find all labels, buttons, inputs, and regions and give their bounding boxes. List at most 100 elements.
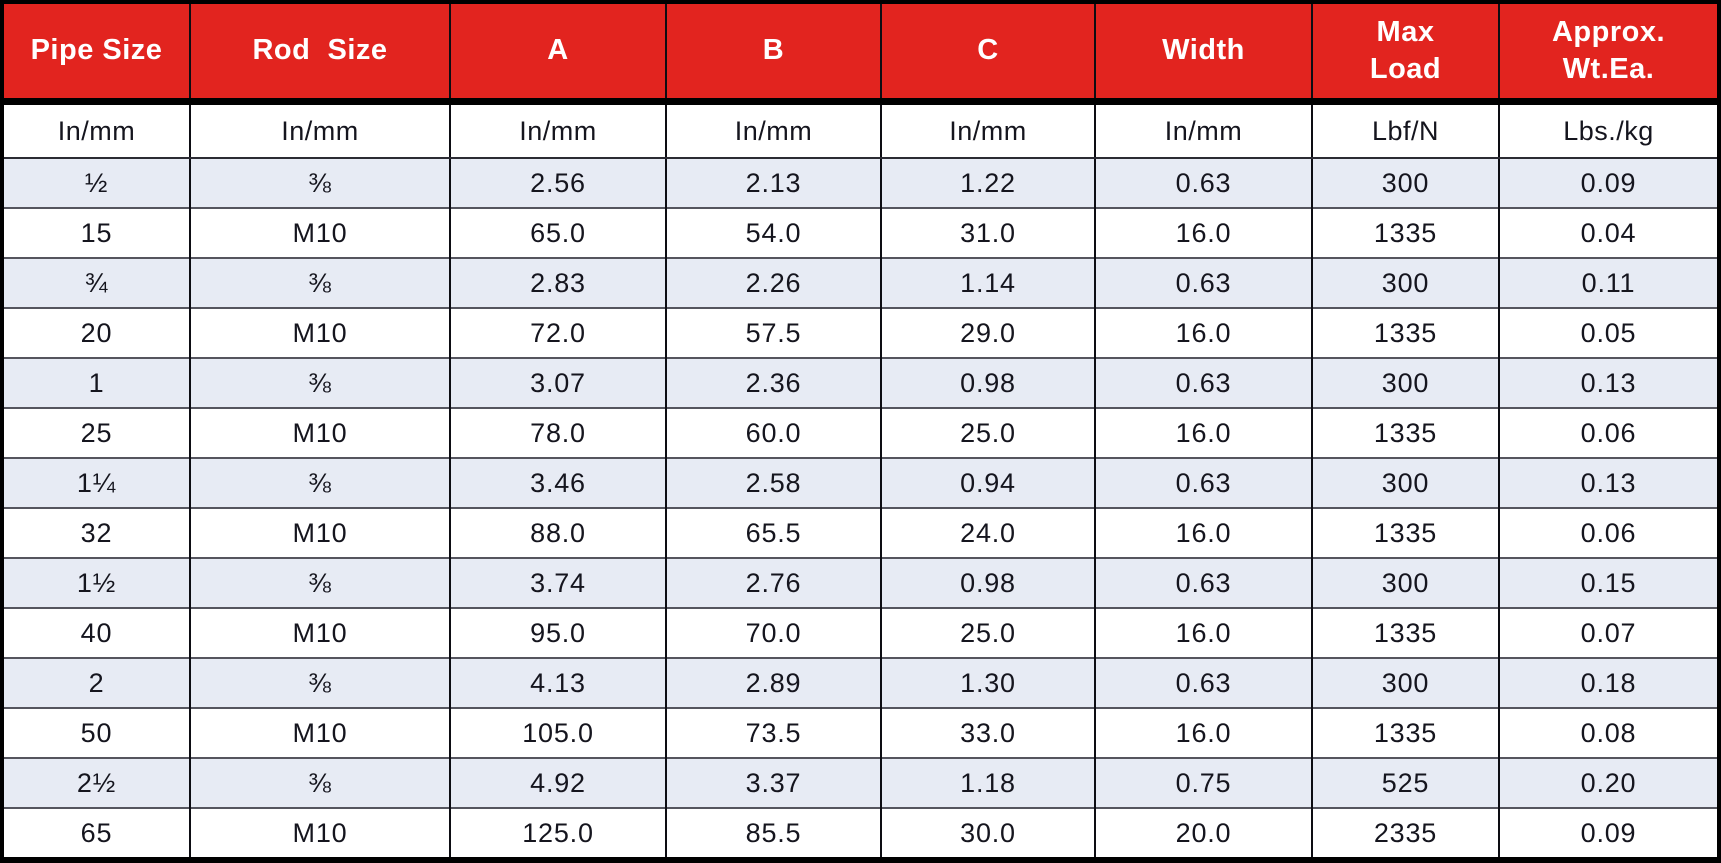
table-cell: 85.5 <box>665 807 881 860</box>
table-cell: 20.0 <box>1094 807 1312 860</box>
table-row: 25 M10 78.0 60.0 25.0 16.0 1335 0.06 <box>2 407 1719 458</box>
table-row: 32 M10 88.0 65.5 24.0 16.0 1335 0.06 <box>2 507 1719 558</box>
table-cell: 2 <box>2 657 190 708</box>
table-row: 1¼ ⅜ 3.46 2.58 0.94 0.63 300 0.13 <box>2 457 1719 508</box>
table-cell: 1¼ <box>2 457 190 508</box>
table-cell: 0.63 <box>1094 257 1312 308</box>
table-cell: 125.0 <box>449 807 666 860</box>
table-row: 65 M10 125.0 85.5 30.0 20.0 2335 0.09 <box>2 807 1719 860</box>
table-row: 1½ ⅜ 3.74 2.76 0.98 0.63 300 0.15 <box>2 557 1719 608</box>
column-header-width: Width <box>1094 2 1312 105</box>
column-header-pipe-size: Pipe Size <box>2 2 190 105</box>
table-cell: 16.0 <box>1094 407 1312 458</box>
table-cell: 33.0 <box>880 707 1095 758</box>
table-cell: M10 <box>189 207 450 258</box>
table-row: ¾ ⅜ 2.83 2.26 1.14 0.63 300 0.11 <box>2 257 1719 308</box>
table-cell: 300 <box>1311 657 1499 708</box>
table-row: 40 M10 95.0 70.0 25.0 16.0 1335 0.07 <box>2 607 1719 658</box>
table-cell: M10 <box>189 707 450 758</box>
unit-cell-a: In/mm <box>449 101 666 159</box>
table-cell: 1335 <box>1311 507 1499 558</box>
table-cell: 54.0 <box>665 207 881 258</box>
table-cell: 88.0 <box>449 507 666 558</box>
unit-cell-rod-size: In/mm <box>189 101 450 159</box>
table-cell: 4.13 <box>449 657 666 708</box>
table-cell: 0.15 <box>1498 557 1719 608</box>
table-cell: 0.98 <box>880 557 1095 608</box>
table-cell: 16.0 <box>1094 307 1312 358</box>
table-cell: M10 <box>189 307 450 358</box>
table-cell: ¾ <box>2 257 190 308</box>
table-cell: 1335 <box>1311 407 1499 458</box>
table-cell: 2335 <box>1311 807 1499 860</box>
table-cell: 1½ <box>2 557 190 608</box>
table-cell: ⅜ <box>189 357 450 408</box>
table-cell: 60.0 <box>665 407 881 458</box>
table-cell: 2.58 <box>665 457 881 508</box>
column-header-max-load: Max Load <box>1311 2 1499 105</box>
table-cell: 40 <box>2 607 190 658</box>
table-cell: 1335 <box>1311 307 1499 358</box>
table-cell: 25 <box>2 407 190 458</box>
table-cell: 0.20 <box>1498 757 1719 808</box>
table-cell: 50 <box>2 707 190 758</box>
table-cell: 16.0 <box>1094 607 1312 658</box>
table-cell: 31.0 <box>880 207 1095 258</box>
table-cell: 0.63 <box>1094 158 1312 208</box>
column-header-b: B <box>665 2 881 105</box>
table-cell: 16.0 <box>1094 207 1312 258</box>
table-cell: 15 <box>2 207 190 258</box>
table-cell: 65 <box>2 807 190 860</box>
header-row: Pipe Size Rod Size A B C Width Max Load Approx.… <box>2 2 1719 105</box>
table-cell: 0.13 <box>1498 357 1719 408</box>
table-cell: 16.0 <box>1094 707 1312 758</box>
table-cell: 2.89 <box>665 657 881 708</box>
table-cell: 0.07 <box>1498 607 1719 658</box>
table-cell: 3.07 <box>449 357 666 408</box>
table-row: 1 ⅜ 3.07 2.36 0.98 0.63 300 0.13 <box>2 357 1719 408</box>
table-cell: 0.63 <box>1094 457 1312 508</box>
unit-cell-b: In/mm <box>665 101 881 159</box>
table-cell: 1335 <box>1311 707 1499 758</box>
table-cell: 0.75 <box>1094 757 1312 808</box>
table-cell: 2.13 <box>665 158 881 208</box>
table-cell: 57.5 <box>665 307 881 358</box>
table-row: 15 M10 65.0 54.0 31.0 16.0 1335 0.04 <box>2 207 1719 258</box>
table-cell: 32 <box>2 507 190 558</box>
table-cell: 24.0 <box>880 507 1095 558</box>
table-cell: 2.83 <box>449 257 666 308</box>
table-cell: 3.74 <box>449 557 666 608</box>
table-cell: 2.36 <box>665 357 881 408</box>
table-cell: M10 <box>189 507 450 558</box>
table-cell: 2.26 <box>665 257 881 308</box>
table-cell: 0.09 <box>1498 807 1719 860</box>
table-cell: M10 <box>189 807 450 860</box>
table-row: 20 M10 72.0 57.5 29.0 16.0 1335 0.05 <box>2 307 1719 358</box>
table-cell: 1.14 <box>880 257 1095 308</box>
table-cell: M10 <box>189 407 450 458</box>
table-row: 2½ ⅜ 4.92 3.37 1.18 0.75 525 0.20 <box>2 757 1719 808</box>
table-cell: 0.94 <box>880 457 1095 508</box>
table-cell: 78.0 <box>449 407 666 458</box>
table-cell: 300 <box>1311 557 1499 608</box>
table-cell: 0.63 <box>1094 557 1312 608</box>
table-cell: 0.08 <box>1498 707 1719 758</box>
table-cell: 0.05 <box>1498 307 1719 358</box>
table-cell: 65.5 <box>665 507 881 558</box>
table-cell: ⅜ <box>189 158 450 208</box>
table-cell: ⅜ <box>189 557 450 608</box>
table-cell: 1 <box>2 357 190 408</box>
column-header-c: C <box>880 2 1095 105</box>
table-cell: 300 <box>1311 357 1499 408</box>
unit-cell-pipe-size: In/mm <box>2 101 190 159</box>
table-cell: 300 <box>1311 158 1499 208</box>
table-cell: ⅜ <box>189 457 450 508</box>
table-cell: 29.0 <box>880 307 1095 358</box>
table-cell: 3.46 <box>449 457 666 508</box>
table-cell: 70.0 <box>665 607 881 658</box>
table-cell: 0.98 <box>880 357 1095 408</box>
table-row: 50 M10 105.0 73.5 33.0 16.0 1335 0.08 <box>2 707 1719 758</box>
table-body: ½ ⅜ 2.56 2.13 1.22 0.63 300 0.09 15 M10 65.0 54.0 31… <box>2 158 1719 860</box>
table-cell: 73.5 <box>665 707 881 758</box>
